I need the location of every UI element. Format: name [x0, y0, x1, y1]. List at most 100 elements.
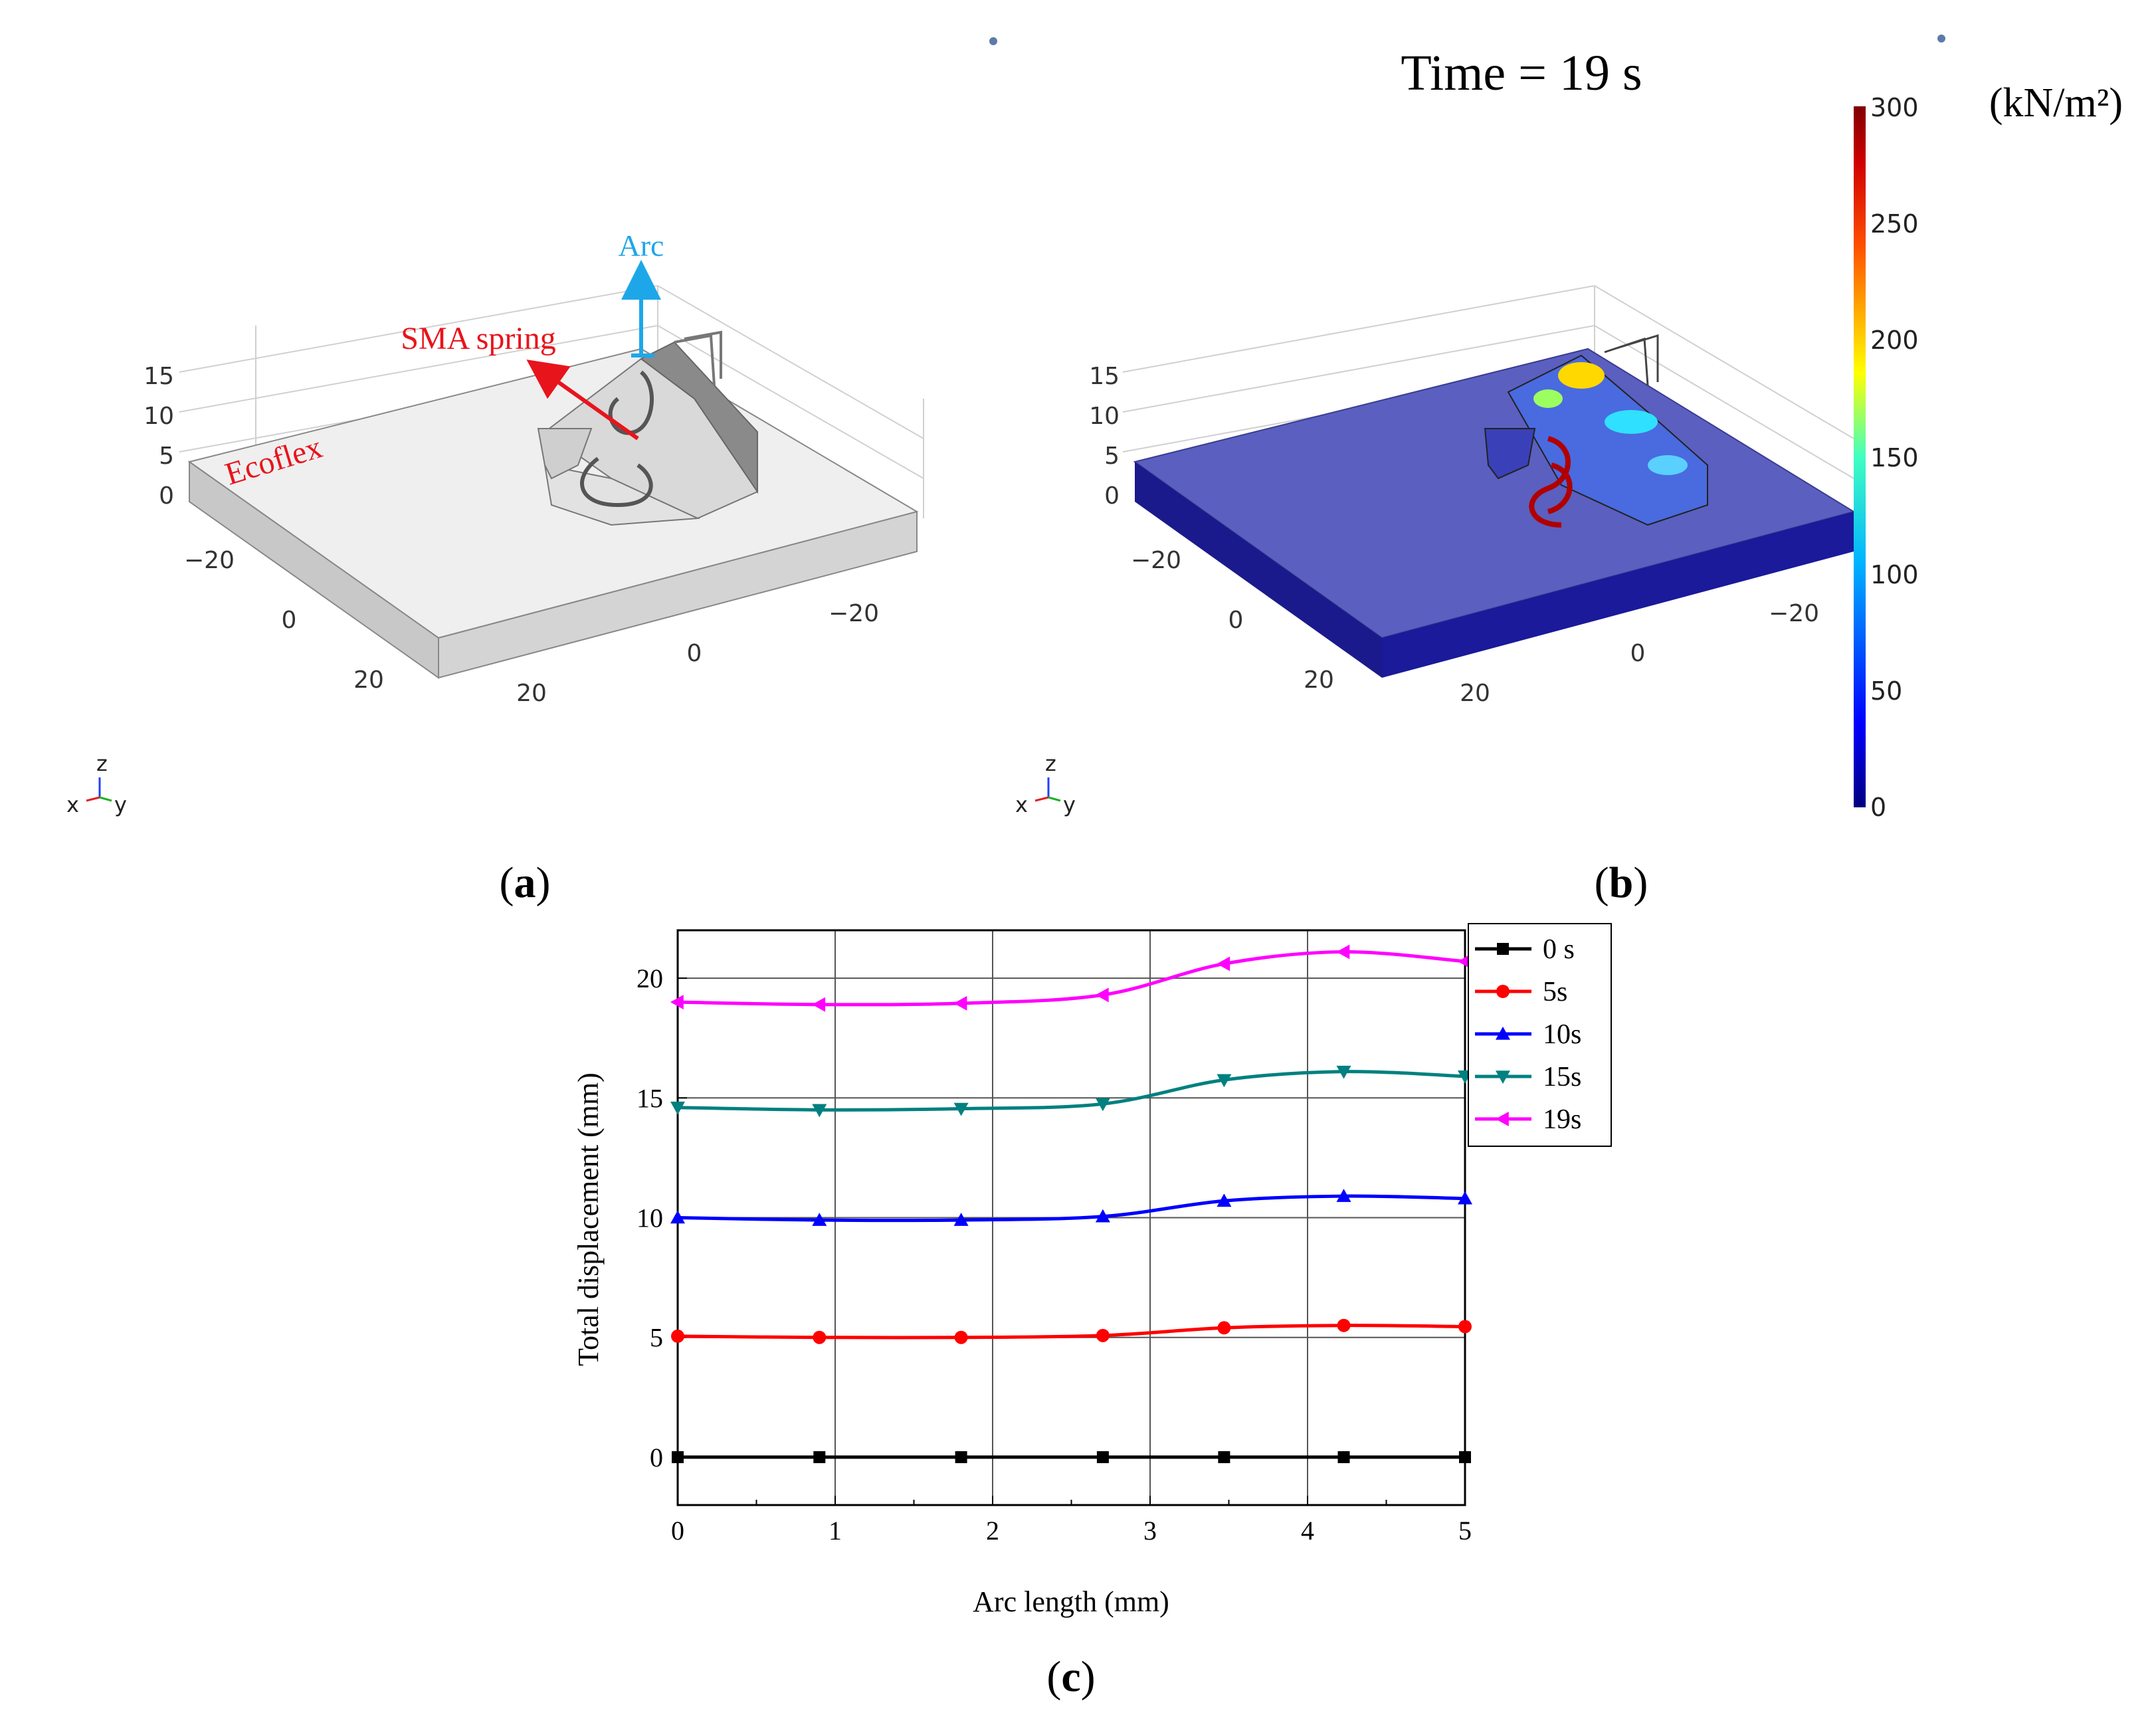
data-point [953, 995, 967, 1011]
data-point [1096, 1328, 1110, 1342]
actuator-wing [537, 428, 593, 480]
x-tick-label: 2 [986, 1516, 999, 1546]
legend-label: 10s [1543, 1019, 1581, 1050]
svg-text:0: 0 [1870, 793, 1886, 822]
dot-marker [1937, 35, 1945, 43]
sma-arrow [526, 359, 639, 441]
time-label: Time = 19 s [1401, 45, 1642, 101]
svg-text:0: 0 [687, 640, 702, 667]
svg-text:0: 0 [1630, 640, 1646, 667]
svg-text:−20: −20 [184, 547, 235, 574]
svg-text:x: x [1015, 792, 1028, 817]
data-point [1336, 1189, 1351, 1202]
legend-entry: 10s [1475, 1019, 1581, 1050]
svg-text:20: 20 [1304, 666, 1334, 694]
series-5s [671, 1318, 1472, 1344]
legend-entry: 15s [1475, 1062, 1581, 1092]
svg-text:300: 300 [1870, 93, 1919, 122]
svg-text:15: 15 [144, 363, 174, 390]
data-point [1458, 1191, 1472, 1205]
series-15s [670, 1065, 1472, 1118]
svg-text:z: z [1045, 751, 1056, 776]
y-tick-label: 5 [650, 1323, 663, 1353]
stress-frame [1604, 334, 1659, 386]
panel-a: Arc SMA spring Ecoflex 15 10 5 0 −20 0 2… [66, 229, 924, 907]
stress-hotspot [1605, 410, 1658, 434]
stress-slab-top [1133, 348, 1856, 639]
legend-entry: 0 s [1475, 934, 1575, 965]
dot-marker [989, 37, 997, 45]
svg-text:0: 0 [282, 607, 297, 634]
stress-actuator-wing [1484, 428, 1536, 480]
data-point [954, 1330, 968, 1344]
svg-text:y: y [114, 792, 127, 817]
panel-b-label: (b) [1595, 859, 1648, 907]
svg-text:0: 0 [1104, 482, 1120, 510]
data-point [1337, 1451, 1350, 1463]
y-tick-label: 15 [637, 1083, 663, 1113]
panel-b-z-ticks: 15 10 5 0 [1089, 363, 1120, 510]
x-axis-label: Arc length (mm) [973, 1585, 1169, 1618]
svg-text:100: 100 [1870, 560, 1919, 589]
svg-text:−20: −20 [1769, 600, 1819, 627]
stress-hotspot [1558, 362, 1605, 389]
series-10s [670, 1189, 1472, 1226]
svg-text:50: 50 [1870, 676, 1902, 706]
stress-slab-left [1135, 462, 1382, 678]
svg-text:250: 250 [1870, 209, 1919, 239]
sma-spring-label: SMA spring [401, 321, 555, 356]
arc-label: Arc [619, 229, 664, 262]
legend-entry: 5s [1475, 977, 1567, 1007]
data-point [955, 1451, 967, 1463]
data-point [1496, 1070, 1510, 1084]
panel-b-axis-triad: z x y [1015, 751, 1076, 817]
colorbar-unit: (kN/m²) [1989, 80, 2123, 126]
panel-a-axis-triad: z x y [66, 751, 127, 817]
svg-text:10: 10 [144, 403, 174, 430]
data-point [1217, 956, 1230, 971]
legend-label: 19s [1543, 1104, 1581, 1135]
svg-text:20: 20 [1460, 680, 1490, 707]
x-tick-label: 3 [1143, 1516, 1157, 1546]
colorbar-ticks: 300 250 200 150 100 50 0 [1870, 93, 1919, 822]
data-point [1217, 1321, 1231, 1335]
data-point [1217, 1193, 1232, 1207]
x-tick-label: 5 [1458, 1516, 1472, 1546]
panel-c: 0 1 2 3 4 5 0 5 10 15 20 Arc length (mm) Total dis… [572, 923, 1612, 1701]
data-point [953, 1102, 969, 1116]
svg-text:20: 20 [353, 666, 384, 694]
y-tick-label: 20 [637, 963, 663, 993]
svg-text:0: 0 [159, 482, 174, 510]
data-point [813, 1330, 827, 1344]
data-point [671, 1329, 684, 1343]
chart-legend: 0 s 5s 10s 15s 19s [1468, 923, 1612, 1147]
series-19s [670, 944, 1471, 1012]
stress-slab-front [1382, 512, 1854, 678]
panel-a-label: (a) [500, 859, 551, 907]
frame-rod [674, 330, 722, 386]
data-point [1458, 954, 1471, 969]
data-point [1459, 1451, 1471, 1463]
y-tick-label: 0 [650, 1443, 663, 1472]
legend-label: 0 s [1543, 934, 1575, 965]
data-point [1095, 987, 1109, 1003]
legend-label: 15s [1543, 1062, 1581, 1092]
data-point [1458, 1320, 1472, 1334]
x-tick-label: 4 [1301, 1516, 1314, 1546]
svg-text:200: 200 [1870, 326, 1919, 355]
svg-text:20: 20 [516, 680, 547, 707]
panel-b-y-ticks: −20 0 20 [1460, 600, 1819, 707]
svg-text:150: 150 [1870, 443, 1919, 472]
data-point [1496, 1112, 1509, 1126]
data-point [1095, 1098, 1110, 1112]
legend-entry: 19s [1475, 1104, 1581, 1135]
ecoflex-slab-front [438, 510, 918, 679]
panel-b: Time = 19 s 15 10 5 0 −20 0 [989, 35, 2123, 907]
stress-hotspot [1648, 455, 1688, 475]
data-point [1096, 1451, 1109, 1463]
data-point [672, 1451, 684, 1463]
data-point [812, 1104, 827, 1118]
svg-text:0: 0 [1228, 607, 1244, 634]
stress-hotspot [1533, 389, 1563, 408]
